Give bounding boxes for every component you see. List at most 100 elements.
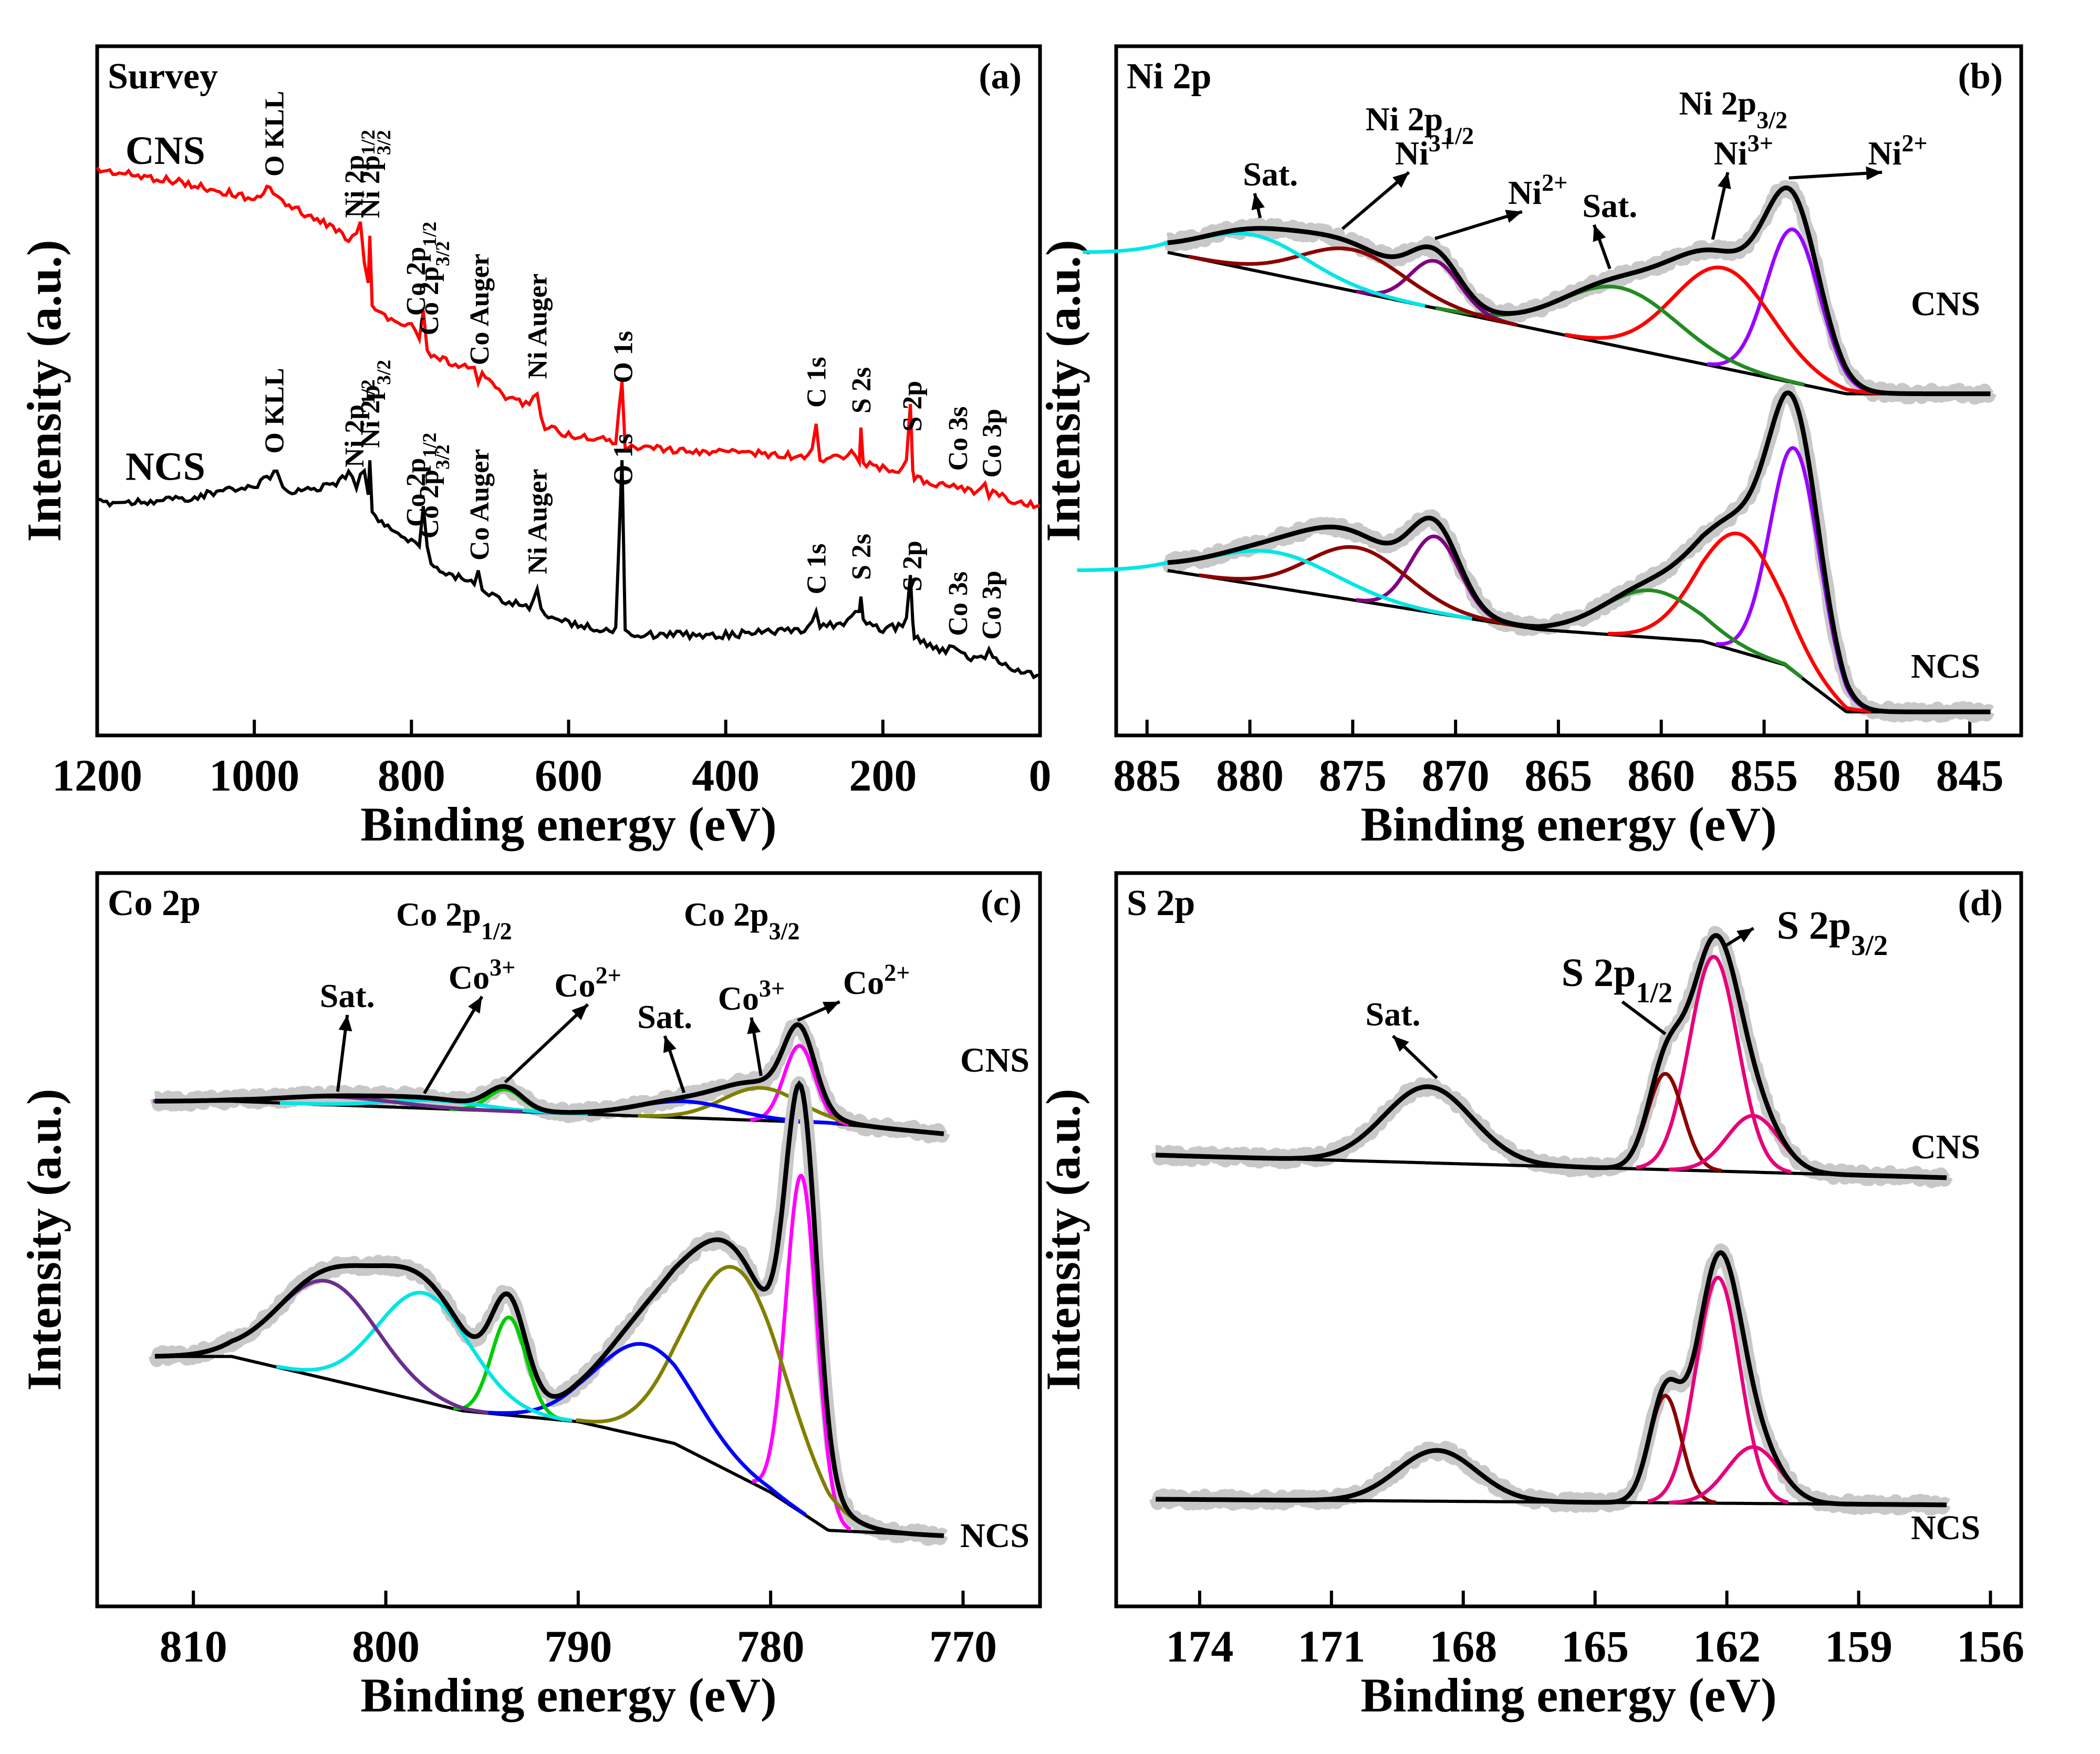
peak-label-d-p32-sub: 3/2 [1851,929,1888,961]
series-label-cns: CNS [126,129,205,173]
panel-title-c: Co 2p [108,883,201,923]
peak-label-b-3-main: Sat. [1582,187,1637,224]
x-tick-label-c-3: 780 [737,1621,805,1672]
peak-label-b-4-sup: 3+ [1748,130,1773,157]
panel-title-d-main: S 2p [1127,883,1195,923]
group-label-right-c: Co 2p3/2 [684,896,800,945]
panel-title-c-main: Co 2p [108,883,201,923]
survey-peak-label-13: O KLL [260,368,290,453]
survey-peak-label-19-main: Ni Auger [523,469,553,574]
survey-peak-label-4: Co 2p3/2 [414,241,454,335]
survey-peak-label-0-main: O KLL [260,91,290,177]
group-label-right-c-sub: 3/2 [769,918,800,945]
x-tick-label-d-6: 156 [1957,1621,2024,1672]
component-cns-5 [1083,231,1426,308]
panel-title-b: Ni 2p [1127,56,1211,97]
peak-label-d-p32-main: S 2p [1777,904,1852,948]
x-tick-label-b-3-main: 870 [1422,750,1490,801]
survey-peak-label-9: S 2s [847,367,877,413]
panel-label-d-main: (d) [1958,883,2003,923]
peak-label-b-5-main: Ni [1868,134,1901,172]
x-tick-label-d-1-main: 171 [1297,1621,1365,1672]
survey-peak-label-9-main: S 2s [847,367,877,413]
sample-label-ncs: NCS [960,1517,1030,1555]
survey-peak-label-2: Ni 2p3/2 [356,130,395,219]
peak-label-b-2-sup: 2+ [1542,169,1567,196]
peak-arrow-c-5-head [822,1002,840,1015]
survey-peak-label-0: O KLL [260,91,290,177]
panel-label-d: (d) [1958,883,2003,923]
peak-label-b-4-main: Ni [1714,134,1748,172]
survey-peak-label-2-main: Ni 2p [356,155,386,218]
series-label-cns-main: CNS [126,129,205,173]
x-tick-label-d-0: 174 [1166,1621,1233,1672]
panel-label-b-main: (b) [1958,56,2003,97]
survey-peak-label-22-main: S 2s [847,534,877,580]
panel-label-a-main: (a) [979,56,1022,97]
group-label-left-b-sub: 1/2 [1443,122,1474,149]
survey-peak-label-1-main: Ni 2p [340,155,370,218]
plot-frame-b [1114,44,2023,738]
peak-label-d-sat: Sat. [1365,995,1420,1033]
survey-peak-label-16-sub: 1/2 [419,433,440,458]
component-ncs-1 [1607,531,1872,713]
x-tick-label-d-2-main: 168 [1429,1621,1497,1672]
peak-label-b-1-main: Ni [1395,134,1429,172]
x-axis-label-c: Binding energy (eV) [360,1668,776,1722]
panel-title-b-main: Ni 2p [1127,56,1211,97]
panel-a: 1200 1000 800 600 400 200 0 Binding energy (eV)… [17,44,1052,851]
sample-label-cns-main: CNS [960,1041,1030,1080]
component-cns-4 [1188,246,1518,327]
peak-label-c-1-main: Co [449,959,490,996]
survey-peak-label-14-main: Ni 2p [340,404,370,468]
survey-peak-label-8-main: C 1s [802,357,832,408]
survey-peak-label-10-main: S 2p [898,381,928,432]
peak-line-d-p12 [1621,1000,1667,1035]
peak-arrow-b-3-head [1593,225,1606,242]
survey-peak-label-2-sub: 3/2 [373,130,395,155]
component-ncs-0 [752,1174,852,1531]
sample-label-cns: CNS [1911,285,1980,323]
group-label-left-c-sub: 1/2 [481,918,512,945]
survey-peak-label-14: Ni 2p1/2 [340,379,379,468]
y-axis-label-d-main: Intensity (a.u.) [1036,1088,1090,1390]
x-tick-label-b-1: 880 [1216,750,1284,801]
x-tick-label-d-2: 168 [1429,1621,1497,1672]
raw-data-cns [1150,926,1953,1188]
survey-peak-label-17: Co 2p3/2 [414,444,454,538]
peak-arrow-c-1-head [468,997,482,1014]
x-tick-label-d-5-main: 159 [1825,1621,1893,1672]
x-tick-label-a-3-main: 600 [535,750,602,801]
x-tick-label-d-6-main: 156 [1957,1621,2024,1672]
peak-arrow-b-2-head [1505,210,1522,223]
baseline-cns [1167,251,1991,396]
peak-arrow-d-sat-head [1392,1036,1409,1052]
component-cns-1 [1564,265,1881,395]
x-axis-label-d-main: Binding energy (eV) [1360,1668,1776,1722]
survey-peak-label-7: O 1s [609,331,639,383]
x-tick-label-d-3: 165 [1561,1621,1629,1672]
peak-arrow-d-p32-head [1737,928,1754,942]
peak-arrow-c-4-head [747,1018,761,1034]
x-tick-label-a-0-main: 1200 [52,750,142,801]
raw-data-ncs [1149,1243,1952,1516]
panel-label-a: (a) [979,56,1022,97]
survey-peak-label-5-main: Co Auger [465,254,495,365]
x-tick-label-b-4: 865 [1524,750,1592,801]
survey-peak-label-14-sub: 1/2 [358,379,379,404]
peak-arrow-b-5-head [1866,166,1883,180]
peak-label-c-2-sup: 2+ [596,962,621,989]
peak-label-c-0: Sat. [320,977,375,1014]
group-label-right-c-main: Co 2p [684,896,769,933]
x-tick-label-b-3: 870 [1422,750,1490,801]
x-tick-label-d-3-main: 165 [1561,1621,1629,1672]
x-tick-label-b-0-main: 885 [1113,750,1181,801]
component-ncs-3 [453,1315,565,1422]
panel-label-c: (c) [981,883,1022,923]
panel-c: 810 800 790 780 770 Binding energy (eV) Intens… [17,871,1042,1722]
x-tick-label-a-1: 1000 [209,750,299,801]
x-axis-label-a-main: Binding energy (eV) [360,797,776,851]
survey-peak-label-4-sub: 3/2 [432,241,454,266]
x-tick-label-c-0-main: 810 [160,1621,227,1672]
